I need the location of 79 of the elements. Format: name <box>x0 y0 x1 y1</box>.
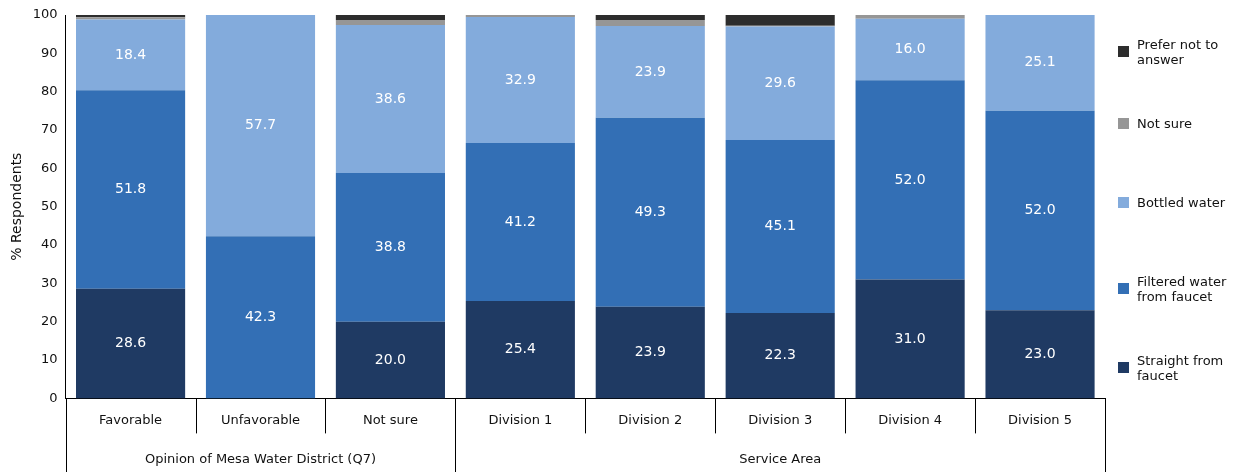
text: Service Area <box>739 451 822 467</box>
data-label: 49.3 <box>634 202 666 219</box>
bar <box>985 15 1095 111</box>
bar <box>465 143 575 302</box>
bar <box>985 110 1095 311</box>
y-tick-label: 50 <box>41 198 58 214</box>
y-tick-label: 20 <box>41 313 58 329</box>
bar <box>335 19 445 25</box>
y-tick-label: 90 <box>41 44 58 60</box>
data-label: 29.6 <box>764 73 796 90</box>
legend-label: Bottled water <box>1137 194 1226 210</box>
y-tick-label: 100 <box>32 6 58 22</box>
bar <box>205 15 316 237</box>
y-tick-label: 40 <box>41 236 58 252</box>
bar <box>855 279 965 399</box>
y-tick-label: 80 <box>41 83 58 99</box>
bar <box>76 90 186 289</box>
bar <box>855 18 965 81</box>
bar <box>595 117 705 307</box>
y-tick-label: 70 <box>41 121 58 137</box>
data-label: 51.8 <box>114 180 147 197</box>
y-tick-label: 10 <box>41 351 58 367</box>
bar <box>725 26 835 140</box>
data-label: 22.3 <box>764 346 796 363</box>
bar <box>205 236 316 399</box>
bar <box>725 15 835 26</box>
data-label: 23.0 <box>1024 344 1056 361</box>
text: Opinion of Mesa Water District (Q7) <box>144 451 377 467</box>
legend-label: Straight from faucet <box>1137 352 1225 383</box>
bar <box>725 312 835 399</box>
bar <box>595 19 705 27</box>
bar <box>595 26 705 118</box>
bar <box>76 288 186 399</box>
y-tick-label: 30 <box>41 274 58 290</box>
data-label: 23.9 <box>634 343 666 360</box>
data-label: 28.6 <box>114 334 147 351</box>
data-label: 52.0 <box>1024 201 1056 218</box>
x-tick-label: Division 1 <box>488 411 553 427</box>
data-label: 23.9 <box>634 62 666 79</box>
data-label: 41.2 <box>504 212 536 229</box>
bar <box>465 16 575 144</box>
data-label: 52.0 <box>894 170 926 187</box>
data-label: 25.4 <box>504 340 537 357</box>
bar <box>595 306 705 399</box>
data-label: 38.8 <box>374 237 407 254</box>
data-label: 42.3 <box>244 307 277 324</box>
data-label: 57.7 <box>244 116 277 133</box>
data-label: 32.9 <box>504 70 536 87</box>
legend-label: Not sure <box>1137 115 1192 131</box>
x-tick-label: Favorable <box>99 411 163 427</box>
y-axis-title: % Respondents <box>8 152 25 261</box>
bar <box>335 15 445 20</box>
legend-label: Prefer not to answer <box>1137 36 1220 67</box>
x-tick-label: Division 3 <box>748 411 813 427</box>
bar <box>335 24 445 173</box>
bar <box>335 172 445 322</box>
x-tick-label: Not sure <box>362 411 418 427</box>
bar <box>76 19 186 91</box>
data-label: 31.0 <box>894 329 926 346</box>
x-tick-label: Division 2 <box>618 411 683 427</box>
data-label: 45.1 <box>764 217 796 234</box>
data-label: 16.0 <box>894 40 926 57</box>
x-tick-label: Division 4 <box>878 411 943 427</box>
bar <box>855 15 965 19</box>
bar <box>725 139 835 313</box>
bar <box>335 321 445 399</box>
bar <box>465 301 575 399</box>
bar <box>595 15 705 20</box>
legend-label: Filtered water from faucet <box>1137 273 1228 304</box>
data-label: 18.4 <box>114 45 147 62</box>
y-tick-label: 0 <box>49 389 58 405</box>
bar <box>855 80 965 280</box>
x-tick-label: Division 5 <box>1008 411 1072 427</box>
x-tick-label: Unfavorable <box>220 411 301 427</box>
y-tick-label: 60 <box>41 159 58 175</box>
data-label: 38.6 <box>374 89 407 106</box>
bar <box>985 310 1095 399</box>
data-label: 25.1 <box>1024 53 1056 70</box>
data-label: 20.0 <box>374 350 407 367</box>
